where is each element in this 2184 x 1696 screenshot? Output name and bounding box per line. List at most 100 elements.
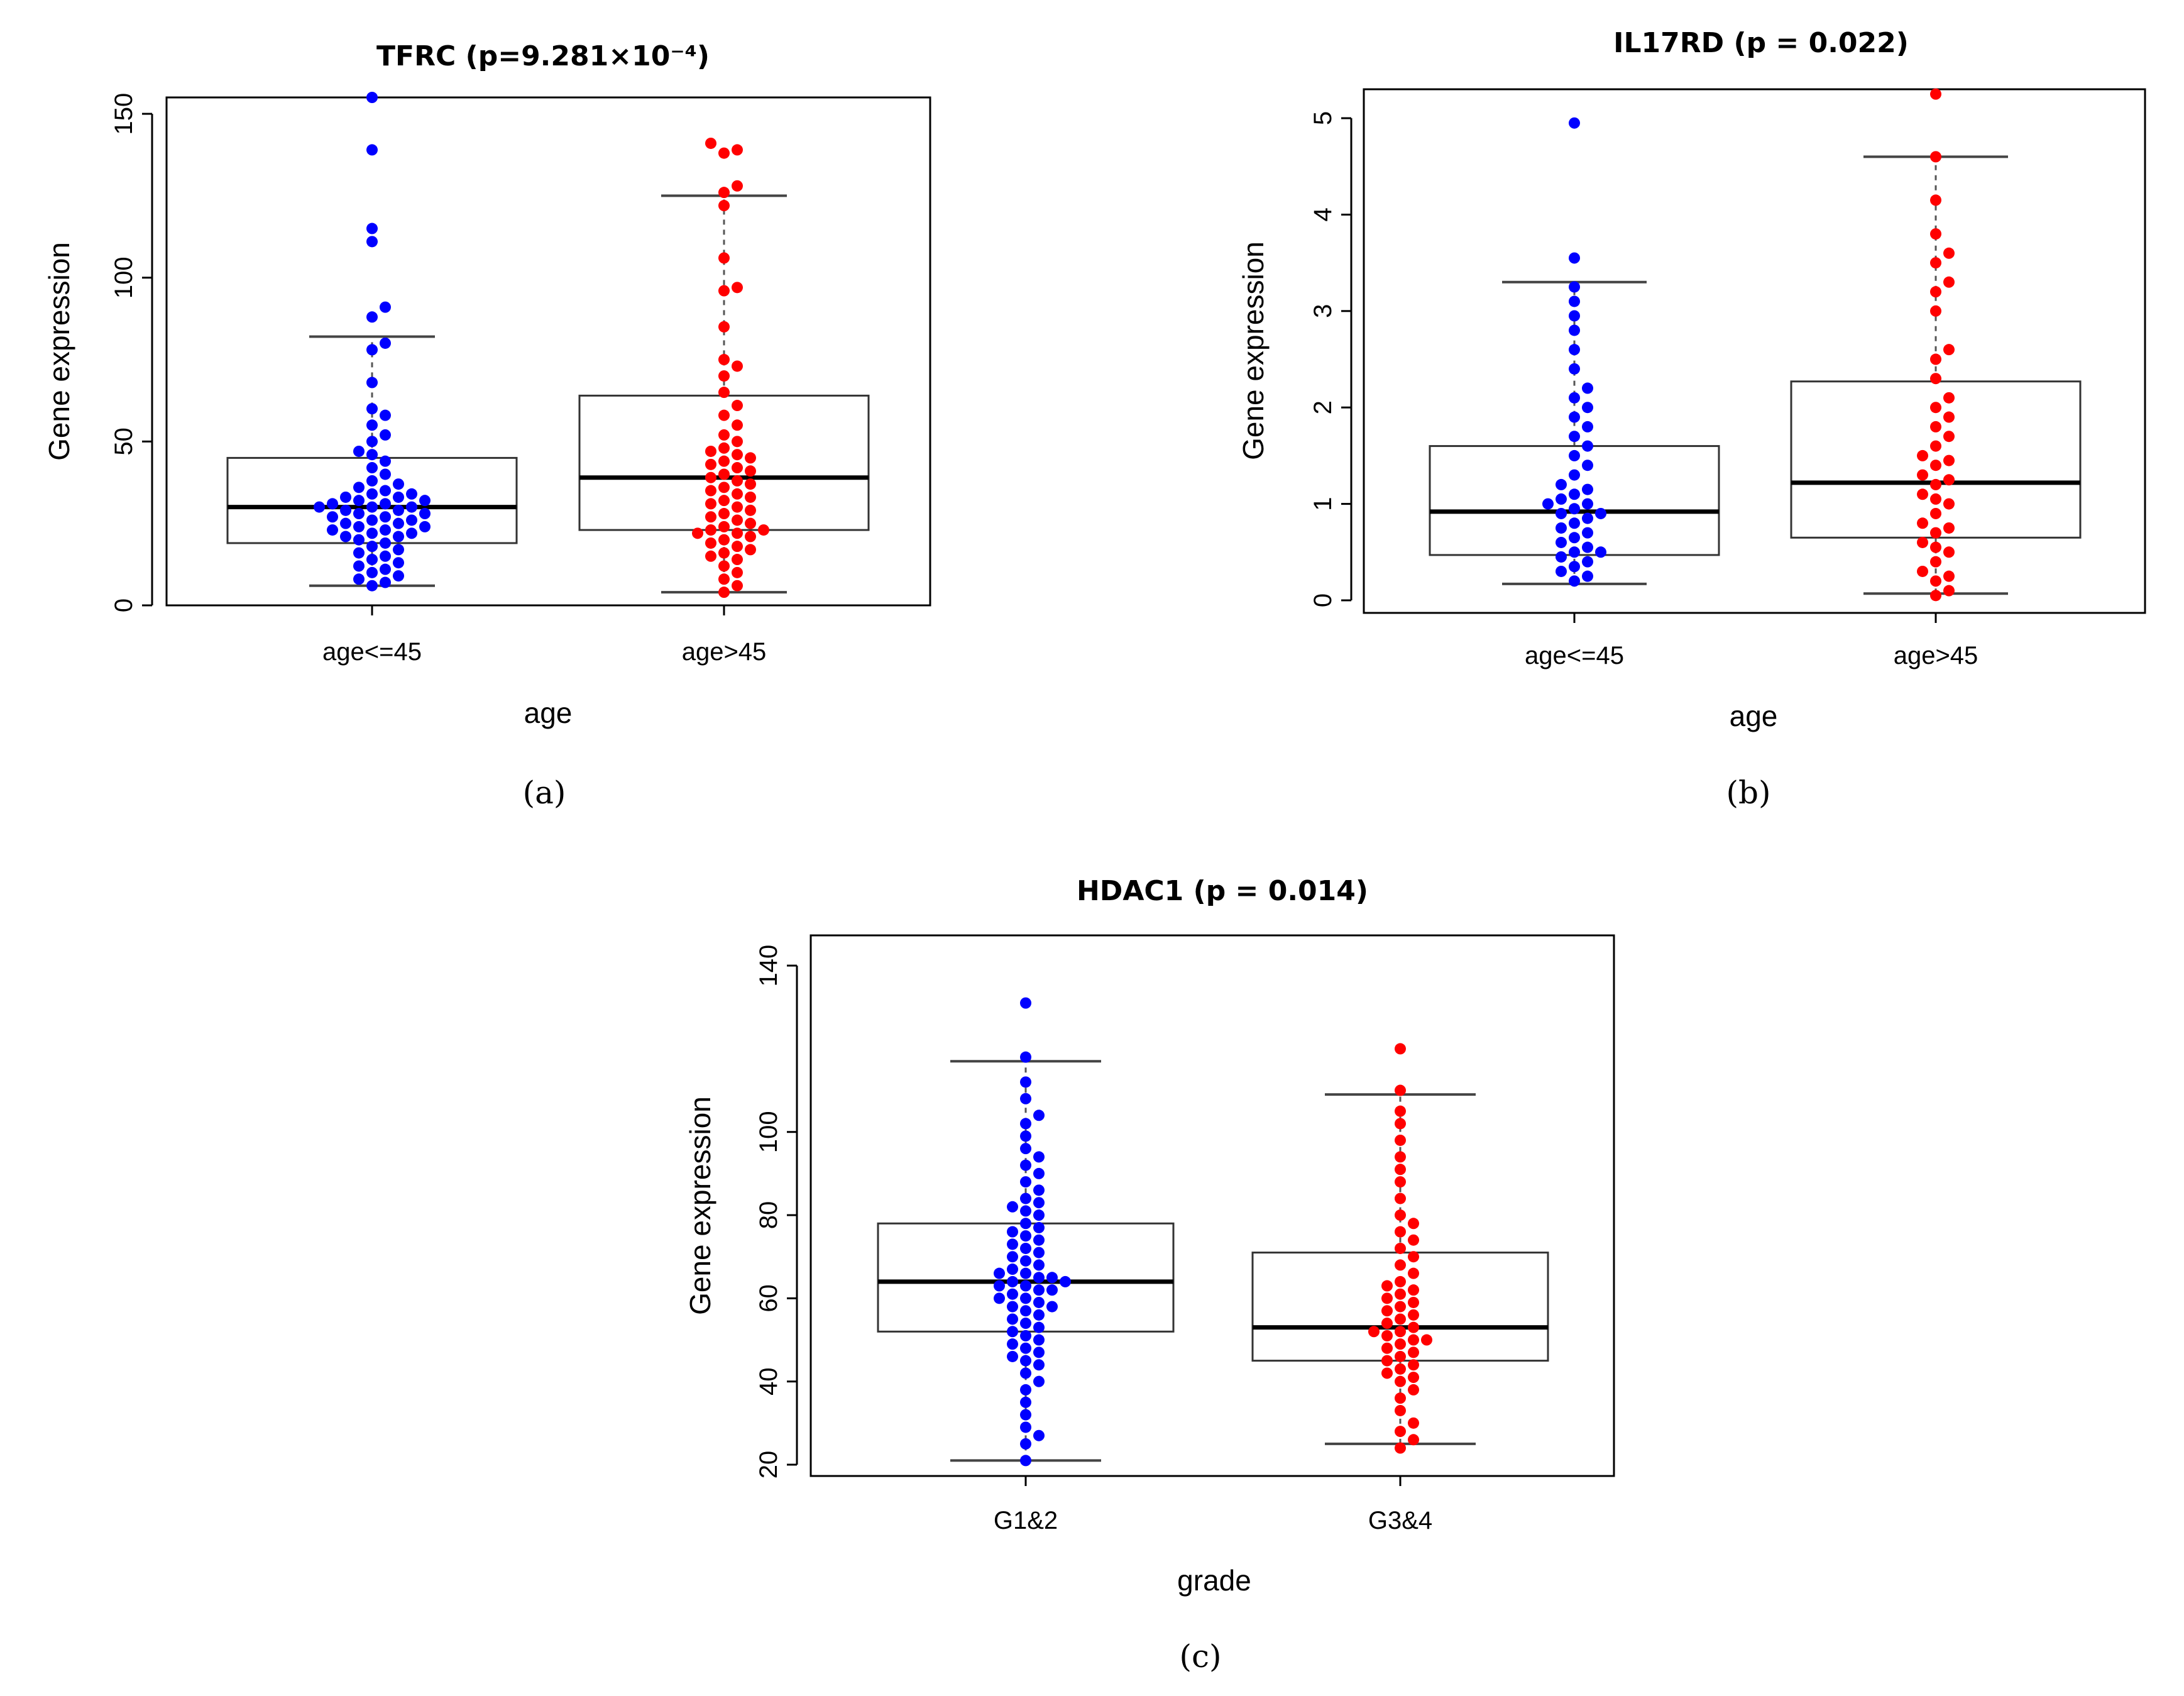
chart-title: TFRC (p=9.281×10⁻⁴) <box>376 40 710 72</box>
data-point <box>327 498 338 510</box>
data-point <box>745 517 756 529</box>
data-point <box>1020 1051 1031 1063</box>
data-point <box>732 501 743 513</box>
data-point <box>1930 305 1941 317</box>
plot-frame <box>809 934 1615 1477</box>
data-point <box>705 498 716 510</box>
data-point <box>393 544 404 556</box>
data-point <box>1556 551 1567 563</box>
data-point <box>1408 1434 1419 1446</box>
data-point <box>718 508 730 520</box>
data-point <box>366 236 378 248</box>
data-point <box>1395 1084 1406 1096</box>
data-point <box>1569 546 1580 558</box>
y-tick-label: 3 <box>1309 304 1337 318</box>
box-layer <box>877 1060 1549 1462</box>
point-layer <box>1542 88 1955 602</box>
data-point <box>1007 1264 1018 1275</box>
data-point <box>366 475 378 487</box>
data-point <box>1569 392 1580 404</box>
data-point <box>1046 1301 1058 1313</box>
y-axis: 0 50 100 150 <box>110 93 153 612</box>
data-point <box>1569 469 1580 481</box>
data-point <box>718 187 730 199</box>
data-point <box>745 544 756 556</box>
data-point <box>366 488 378 500</box>
y-tick-label: 100 <box>110 256 138 299</box>
data-point <box>705 137 716 149</box>
data-point <box>1569 281 1580 293</box>
data-point <box>393 517 404 529</box>
data-point <box>718 573 730 585</box>
data-point <box>732 180 743 192</box>
data-point <box>380 524 391 536</box>
panel-c: HDAC1 (p = 0.014) 20 40 60 80 100 140 G1&2 G3&… <box>684 875 1615 1675</box>
box-layer <box>226 194 870 594</box>
point-layer <box>314 92 769 598</box>
data-point <box>1020 1280 1031 1292</box>
data-point <box>1582 570 1593 582</box>
data-point <box>1930 194 1941 206</box>
y-axis: 20 40 60 80 100 140 <box>755 945 798 1478</box>
x-axis: age<=45 age>45 <box>322 604 766 666</box>
data-point <box>1033 1247 1045 1258</box>
data-point <box>745 478 756 490</box>
data-point <box>1020 1192 1031 1204</box>
data-point <box>1020 1143 1031 1155</box>
data-point <box>732 282 743 294</box>
data-point <box>314 501 325 513</box>
data-point <box>353 482 365 493</box>
data-point <box>1033 1334 1045 1346</box>
data-point <box>1033 1296 1045 1308</box>
data-point <box>1930 493 1941 505</box>
data-point <box>1395 1176 1406 1188</box>
data-point <box>1582 512 1593 524</box>
data-point <box>380 429 391 441</box>
data-point <box>718 429 730 441</box>
data-point <box>1381 1367 1393 1379</box>
data-point <box>366 311 378 323</box>
data-point <box>1033 1209 1045 1221</box>
data-point <box>1943 392 1955 404</box>
data-point <box>1943 411 1955 423</box>
data-point <box>1917 488 1928 500</box>
data-point <box>1569 117 1580 129</box>
y-tick-label: 150 <box>110 93 138 135</box>
data-point <box>1395 1105 1406 1117</box>
data-point <box>1020 1118 1031 1130</box>
data-point <box>366 223 378 234</box>
data-point <box>1395 1288 1406 1300</box>
data-point <box>1020 1255 1031 1267</box>
data-point <box>1569 411 1580 423</box>
data-point <box>1381 1280 1393 1292</box>
data-point <box>1408 1296 1419 1308</box>
data-point <box>380 537 391 549</box>
data-point <box>1582 460 1593 471</box>
data-point <box>366 419 378 431</box>
chart-title: HDAC1 (p = 0.014) <box>1077 875 1368 907</box>
data-point <box>1060 1275 1071 1287</box>
data-point <box>732 360 743 372</box>
x-tick-label: G3&4 <box>1368 1507 1432 1534</box>
data-point <box>1020 1076 1031 1088</box>
data-point <box>1556 522 1567 534</box>
data-point <box>718 482 730 493</box>
data-point <box>1930 402 1941 414</box>
data-point <box>406 488 417 500</box>
data-point <box>1020 1093 1031 1104</box>
data-point <box>419 508 431 520</box>
data-point <box>1020 1130 1031 1142</box>
data-point <box>1569 431 1580 443</box>
data-point <box>732 449 743 461</box>
data-point <box>353 495 365 507</box>
data-point <box>1020 1292 1031 1304</box>
data-point <box>380 550 391 562</box>
data-point <box>705 471 716 483</box>
data-point <box>1020 1342 1031 1354</box>
data-point <box>718 547 730 559</box>
data-point <box>1395 1192 1406 1204</box>
data-point <box>692 527 703 539</box>
data-point <box>1595 546 1606 558</box>
data-point <box>1582 556 1593 568</box>
data-point <box>718 387 730 399</box>
